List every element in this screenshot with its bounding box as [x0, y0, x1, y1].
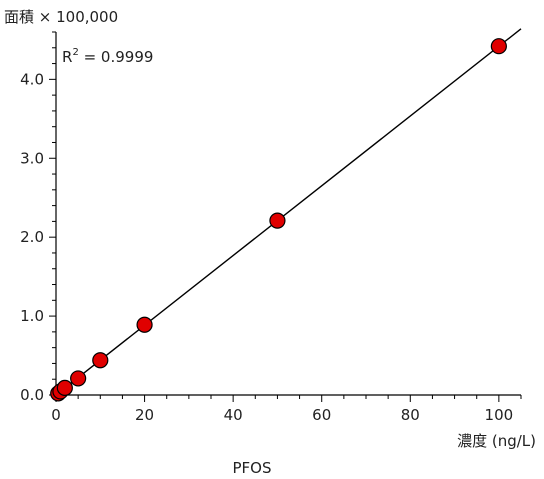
- x-tick-label: 80: [401, 406, 420, 424]
- data-point: [92, 352, 109, 369]
- r2-superscript: 2: [72, 47, 78, 58]
- r2-prefix: R: [62, 48, 72, 66]
- y-tick-label: 4.0: [20, 70, 44, 88]
- y-tick-label: 0.0: [20, 386, 44, 404]
- y-tick-label: 2.0: [20, 228, 44, 246]
- data-point: [70, 370, 87, 387]
- axes: 0 20 40 60 80 100 0.0 1.0 2.0 3.0 4.0: [20, 31, 522, 424]
- data-point: [269, 212, 286, 229]
- x-tick-label: 100: [485, 406, 514, 424]
- data-points: [50, 38, 507, 402]
- fit-line: [55, 28, 522, 396]
- x-tick-label: 60: [312, 406, 331, 424]
- data-point: [136, 316, 153, 333]
- x-axis-title: 濃度 (ng/L): [457, 432, 536, 450]
- data-point: [490, 38, 507, 55]
- fit-line-group: [55, 28, 522, 396]
- y-axis-title: 面積 × 100,000: [4, 8, 118, 26]
- y-tick-label: 3.0: [20, 149, 44, 167]
- chart-title: PFOS: [232, 459, 271, 477]
- x-tick-label: 20: [135, 406, 154, 424]
- r2-value: = 0.9999: [79, 48, 154, 66]
- y-tick-label: 1.0: [20, 307, 44, 325]
- data-point: [56, 379, 73, 396]
- x-tick-label: 40: [224, 406, 243, 424]
- r-squared-annotation: R2 = 0.9999: [62, 47, 153, 66]
- x-tick-label: 0: [51, 406, 61, 424]
